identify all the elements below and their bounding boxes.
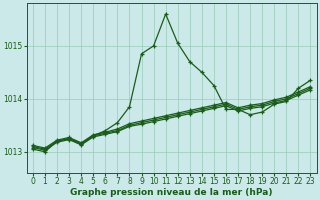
X-axis label: Graphe pression niveau de la mer (hPa): Graphe pression niveau de la mer (hPa) (70, 188, 273, 197)
